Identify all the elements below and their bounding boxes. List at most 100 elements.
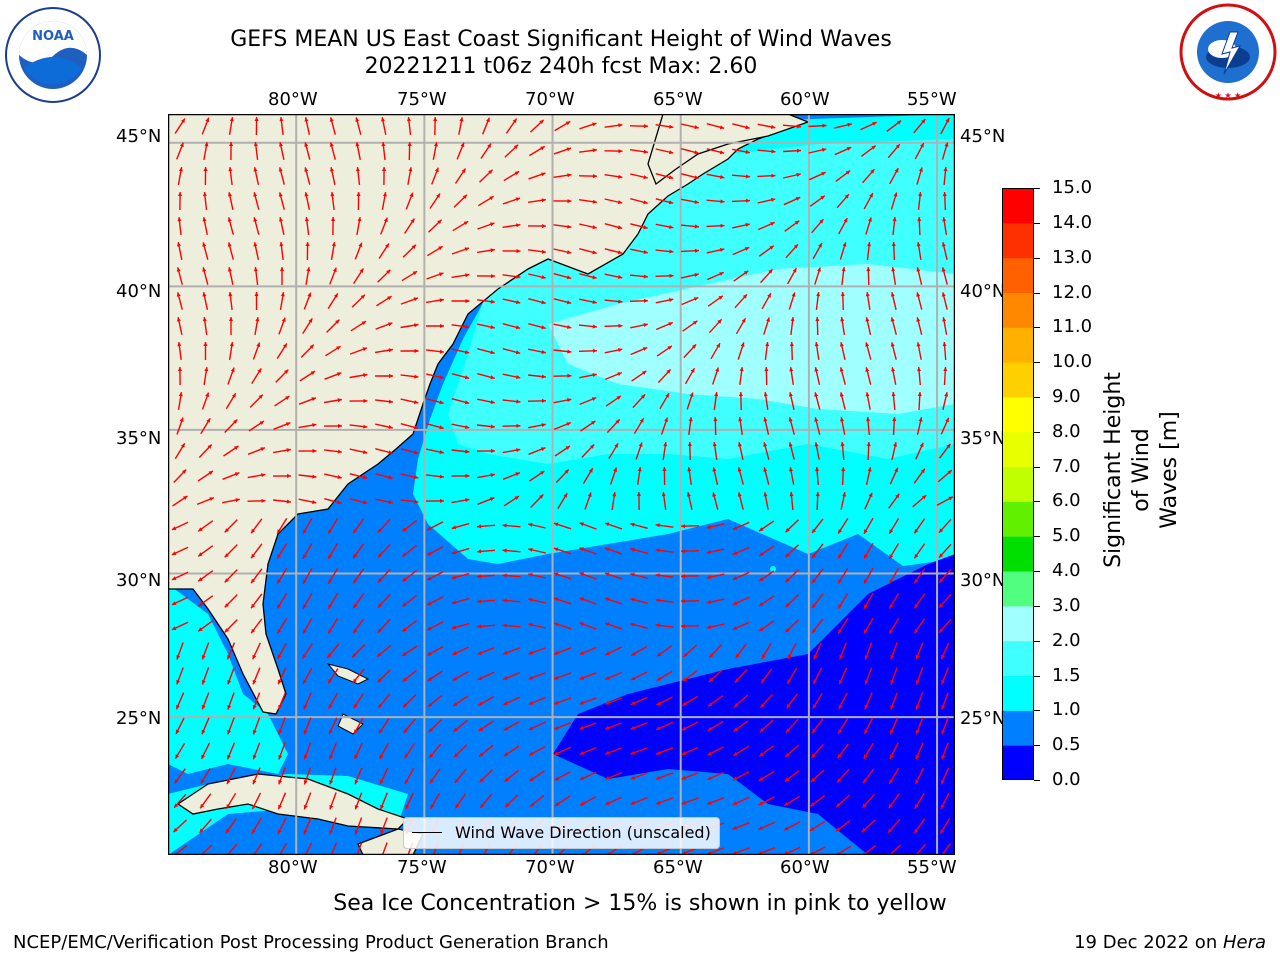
wave-direction-arrowhead bbox=[894, 168, 899, 173]
wave-direction-arrowhead bbox=[200, 779, 205, 784]
wave-direction-arrowhead bbox=[681, 751, 687, 755]
wave-direction-arrowhead bbox=[516, 249, 521, 254]
wave-direction-arrowhead bbox=[643, 298, 648, 303]
wave-direction-arrow bbox=[889, 844, 902, 854]
wave-direction-arrowhead bbox=[669, 225, 674, 229]
wave-direction-arrowhead bbox=[768, 269, 773, 274]
wave-direction-arrowhead bbox=[821, 172, 826, 176]
wave-direction-arrowhead bbox=[732, 825, 738, 830]
wave-direction-arrowhead bbox=[567, 325, 572, 329]
colorbar-tick-mark bbox=[1034, 571, 1040, 573]
wave-direction-arrowhead bbox=[414, 499, 419, 504]
wave-direction-arrowhead bbox=[540, 471, 545, 475]
wave-direction-arrowhead bbox=[306, 267, 311, 272]
wave-direction-arrow bbox=[382, 842, 388, 854]
colorbar-tick-mark bbox=[1034, 431, 1040, 433]
wave-direction-arrowhead bbox=[814, 442, 819, 447]
colorbar-swatch bbox=[1002, 327, 1034, 363]
wave-direction-arrowhead bbox=[175, 754, 180, 759]
wave-direction-arrowhead bbox=[204, 367, 209, 372]
wave-direction-arrowhead bbox=[617, 225, 623, 230]
wave-direction-arrowhead bbox=[410, 218, 415, 223]
wave-direction-arrowhead bbox=[177, 217, 182, 222]
wave-direction-arrowhead bbox=[614, 443, 619, 448]
wave-direction-arrowhead bbox=[732, 850, 737, 854]
wave-direction-arrowhead bbox=[224, 578, 229, 583]
wave-direction-arrowhead bbox=[251, 528, 256, 534]
land-nova-scotia bbox=[647, 115, 810, 186]
wave-direction-arrowhead bbox=[760, 703, 765, 708]
wave-direction-arrowhead bbox=[815, 317, 820, 322]
wave-direction-arrowhead bbox=[176, 267, 181, 272]
wave-direction-arrowhead bbox=[793, 244, 798, 249]
wave-direction-arrowhead bbox=[784, 826, 789, 831]
wave-direction-arrowhead bbox=[251, 578, 256, 584]
wave-direction-arrowhead bbox=[579, 572, 584, 577]
wave-direction-arrowhead bbox=[784, 851, 788, 854]
wave-direction-arrowhead bbox=[387, 296, 392, 301]
wave-direction-arrowhead bbox=[708, 677, 714, 682]
wave-direction-arrowhead bbox=[694, 273, 699, 277]
wave-direction-arrowhead bbox=[759, 602, 764, 607]
lat-tick-left: 45°N bbox=[116, 126, 162, 147]
wave-direction-arrowhead bbox=[895, 493, 900, 499]
wave-direction-arrowhead bbox=[201, 729, 206, 735]
wave-direction-arrowhead bbox=[864, 729, 869, 734]
sea-ice-note: Sea Ice Concentration > 15% is shown in … bbox=[333, 891, 947, 916]
wave-direction-arrowhead bbox=[948, 496, 953, 501]
wave-direction-arrowhead bbox=[329, 829, 334, 835]
wave-direction-arrowhead bbox=[861, 827, 867, 833]
wave-direction-arrowhead bbox=[590, 444, 595, 449]
wave-direction-arrowhead bbox=[539, 494, 544, 499]
wave-direction-arrowhead bbox=[712, 442, 717, 447]
colorbar-label-line2: Waves [m] bbox=[1157, 411, 1182, 529]
wave-direction-arrowhead bbox=[477, 651, 483, 655]
wave-direction-arrowhead bbox=[541, 374, 546, 379]
wave-direction-arrowhead bbox=[841, 467, 846, 472]
wave-direction-arrowhead bbox=[203, 342, 208, 346]
wave-direction-arrowhead bbox=[630, 622, 635, 627]
colorbar-tick-mark bbox=[1034, 501, 1040, 503]
wave-direction-arrowhead bbox=[643, 175, 648, 180]
wave-direction-arrowhead bbox=[541, 423, 546, 428]
wave-direction-arrowhead bbox=[888, 828, 893, 833]
wave-direction-arrowhead bbox=[745, 125, 750, 130]
wave-direction-arrowhead bbox=[451, 625, 457, 630]
footer-date: 19 Dec 2022 on Hera bbox=[1074, 932, 1266, 953]
wave-direction-arrowhead bbox=[764, 367, 769, 372]
wave-direction-arrowhead bbox=[891, 267, 896, 272]
wave-direction-arrowhead bbox=[328, 604, 333, 609]
colorbar-tick-label: 1.5 bbox=[1052, 664, 1081, 686]
wave-direction-arrowhead bbox=[592, 122, 597, 127]
wave-direction-arrowhead bbox=[388, 348, 393, 353]
wave-direction-arrowhead bbox=[453, 727, 458, 732]
wave-direction-arrowhead bbox=[235, 498, 240, 503]
wave-direction-arrowhead bbox=[915, 729, 920, 735]
lat-tick-right: 35°N bbox=[960, 428, 1006, 449]
wave-direction-arrowhead bbox=[302, 654, 307, 659]
wave-direction-arrowhead bbox=[681, 549, 686, 554]
wave-direction-arrow bbox=[356, 842, 363, 854]
wave-direction-arrowhead bbox=[588, 468, 593, 473]
wave-direction-arrowhead bbox=[357, 217, 362, 222]
wave-direction-arrowhead bbox=[281, 317, 286, 322]
wave-direction-arrowhead bbox=[408, 167, 413, 172]
wave-direction-arrowhead bbox=[553, 597, 559, 602]
wave-direction-arrowhead bbox=[866, 417, 871, 422]
wave-direction-arrowhead bbox=[759, 752, 764, 757]
wave-direction-arrowhead bbox=[812, 704, 817, 709]
wave-direction-arrowhead bbox=[605, 776, 610, 780]
wave-direction-arrowhead bbox=[715, 367, 719, 372]
wave-direction-arrowhead bbox=[942, 317, 947, 322]
wave-direction-arrowhead bbox=[868, 217, 872, 222]
wave-direction-arrowhead bbox=[453, 702, 458, 706]
wave-direction-arrowhead bbox=[379, 754, 384, 759]
wave-direction-arrowhead bbox=[809, 826, 815, 831]
wave-direction-arrowhead bbox=[618, 123, 623, 128]
wave-direction-arrowhead bbox=[171, 601, 177, 605]
wave-direction-arrowhead bbox=[637, 467, 642, 472]
wave-direction-arrowhead bbox=[942, 217, 947, 222]
wave-direction-arrowhead bbox=[706, 550, 711, 554]
wave-direction-arrowhead bbox=[439, 272, 444, 277]
wave-direction-arrowhead bbox=[643, 124, 648, 129]
